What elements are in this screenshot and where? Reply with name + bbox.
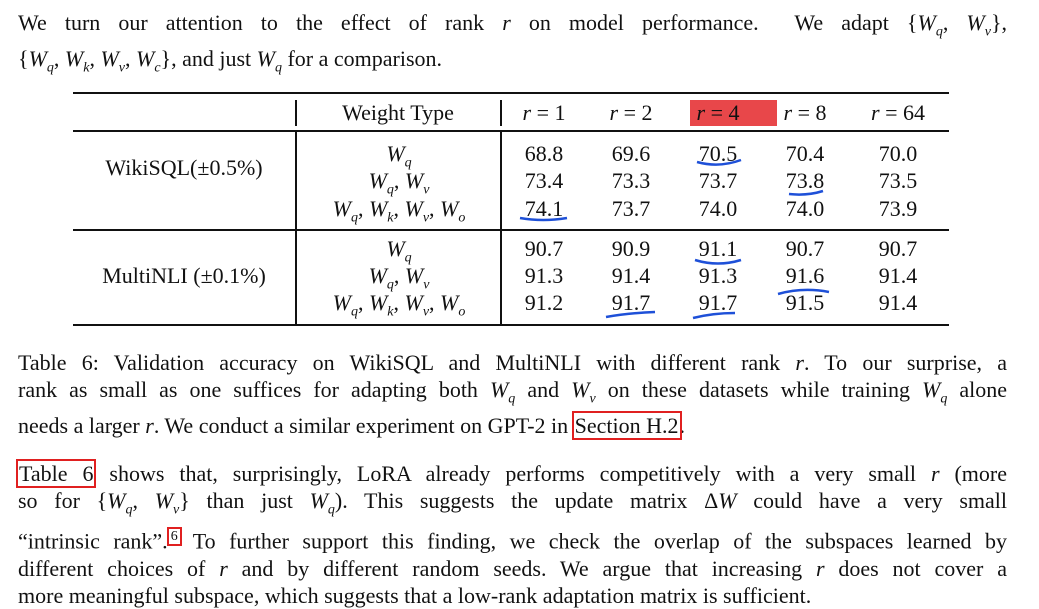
weight-all-1: Wq, Wk, Wv, Wo [332,196,466,226]
dataset-wikisql: WikiSQL(±0.5%) [105,155,263,180]
group-rule [73,229,949,231]
body-text: and by different random seeds. We argue … [227,555,816,581]
value-cell: 70.0 [878,141,918,166]
caption-text: Table 6: Validation accuracy on WikiSQL … [18,350,796,375]
underline-mark [692,311,736,320]
underline-mark [519,216,568,222]
vline-header-left [295,100,297,126]
weight-all-2: Wq, Wk, Wv, Wo [332,290,466,320]
caption-line-3: needs a larger r. We conduct a similar e… [18,411,686,441]
value-cell: 91.7 [698,290,738,315]
vline-g2-right [500,231,502,324]
weight-wq-1: Wq [386,141,412,171]
value-cell: 74.0 [698,196,738,221]
intro-paragraph: We turn our attention to the effect of r… [18,9,1007,82]
vline-header-right [500,100,502,126]
header-r4: r = 4 [696,100,740,125]
vline-g1-right [500,132,502,229]
body-text: could have a very small [736,488,1007,513]
value-cell: 73.9 [878,196,918,221]
body-text: (more [939,461,1007,486]
value-cell: 91.4 [878,263,918,288]
body-text: “intrinsic rank”. [18,528,168,554]
value-cell: 91.3 [698,263,738,288]
body-text: shows that, surprisingly, LoRA already p… [94,461,931,486]
value-cell: 70.4 [785,141,825,166]
underline-mark [696,158,742,166]
value-cell: 74.0 [785,196,825,221]
underline-mark [777,288,830,296]
body-text: ). This suggests the update matrix Δ [334,488,719,513]
vline-g2-left [295,231,297,324]
weight-wq-2: Wq [386,236,412,266]
body-line-4: different choices of r and by different … [18,555,1007,581]
value-cell: 91.6 [785,263,825,288]
caption-line-1: Table 6: Validation accuracy on WikiSQL … [18,350,1007,375]
value-cell: 90.7 [785,236,825,261]
value-cell: 90.7 [524,236,564,261]
body-text: } than just [179,488,310,513]
intro-line-2: {Wq, Wk, Wv, Wc}, and just Wq for a comp… [18,46,443,76]
value-cell: 69.6 [611,141,651,166]
header-r1: r = 1 [522,100,566,125]
header-r8: r = 8 [783,100,827,125]
body-text: To further support this finding, we chec… [179,528,1007,554]
underline-mark [694,258,742,265]
value-cell: 91.4 [611,263,651,288]
value-cell: 91.5 [785,290,825,315]
caption-text: . We conduct a similar experiment on GPT… [153,413,574,439]
pen-annotations [519,158,830,320]
value-cell: 91.4 [878,290,918,315]
value-cell: 91.3 [524,263,564,288]
caption-text: rank as small as one suffices for adapti… [18,377,490,402]
body-line-2: so for {Wq, Wv} than just Wq). This sugg… [18,488,1007,518]
header-weight-type: Weight Type [342,100,454,125]
footnote-6-link[interactable]: 6 [166,527,182,547]
weight-wqwv-2: Wq, Wv [368,263,430,293]
weight-wqwv-1: Wq, Wv [368,168,430,198]
header-rule [73,130,949,132]
table-bottom-rule [73,324,949,326]
value-cell: 91.7 [611,290,651,315]
underline-mark [605,310,656,319]
dataset-multinli: MultiNLI (±0.1%) [102,263,266,288]
results-table: Weight Type r = 1 r = 2 r = 4 r = 8 r = … [73,92,949,326]
caption-text: and [515,377,572,402]
body-text: so for { [18,488,108,513]
value-cell: 74.1 [524,196,564,221]
caption-text: . To our surprise, a [803,350,1007,375]
caption-text: needs a larger [18,413,146,439]
value-cell: 73.8 [785,168,825,193]
value-cell: 91.1 [698,236,738,261]
table-top-rule [73,92,949,94]
value-cell: 90.7 [878,236,918,261]
value-cell: 73.7 [698,168,738,193]
header-r64: r = 64 [871,100,925,125]
body-text: different choices of [18,555,220,581]
section-h2-link[interactable]: Section H.2 [571,411,682,441]
value-cell: 73.4 [524,168,564,193]
underline-mark [788,189,824,196]
value-cell: 73.7 [611,196,651,221]
table-caption: Table 6: Validation accuracy on WikiSQL … [18,349,1007,441]
caption-line-2: rank as small as one suffices for adapti… [18,377,1007,407]
value-cell: 73.5 [878,168,918,193]
body-line-3: “intrinsic rank”. 6 To further support th… [18,523,1007,554]
caption-text: . [679,413,686,439]
caption-text: on these datasets while training [595,377,922,402]
value-cell: 91.2 [524,290,564,315]
body-paragraph: Table 6 shows that, surprisingly, LoRA a… [15,459,1007,609]
body-line-1: Table 6 shows that, surprisingly, LoRA a… [15,459,1007,488]
body-text: does not cover a [824,555,1007,581]
caption-text: alone [947,377,1007,402]
body-line-5: more meaningful subspace, which suggests… [18,582,812,608]
vline-g1-left [295,132,297,229]
table-6-link[interactable]: Table 6 [15,459,97,488]
header-r2: r = 2 [609,100,653,125]
value-cell: 90.9 [611,236,651,261]
value-cell: 73.3 [611,168,651,193]
intro-line-1: We turn our attention to the effect of r… [18,10,1008,40]
value-cell: 68.8 [524,141,564,166]
r4-highlight [690,100,777,126]
